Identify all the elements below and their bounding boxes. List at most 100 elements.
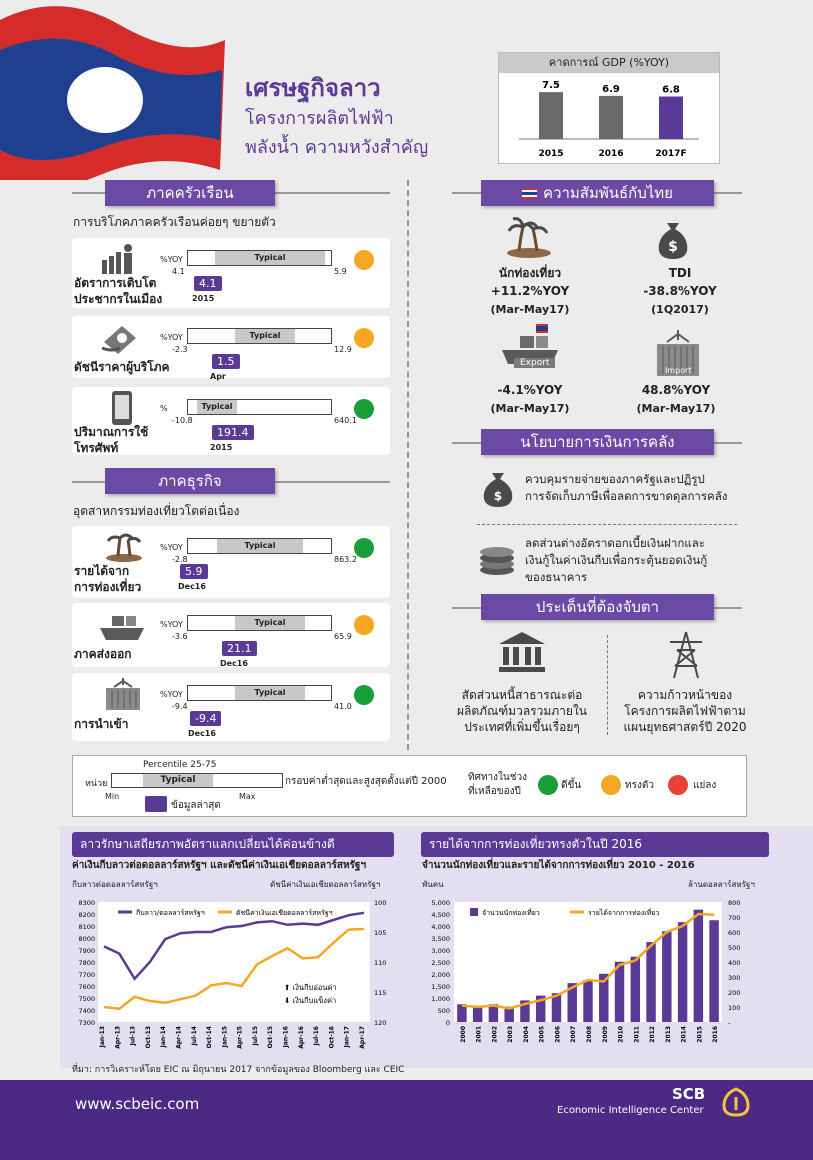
fx-chart-ylabel-right: ดัชนีค่าเงินเอเชียดอลลาร์สหรัฐฯ (270, 880, 381, 889)
status-dot (354, 328, 374, 348)
indicator-unit: %YOY (160, 620, 183, 629)
tour-right-tick: 800 (728, 899, 740, 907)
legend-trend-line2: ที่เหลือของปี (468, 786, 521, 797)
legend-good-dot (538, 775, 558, 795)
tourism-chart-ylabel-right: ล้านดอลลาร์สหรัฐฯ (688, 880, 755, 889)
tour-right-tick: 700 (728, 914, 740, 922)
fx-left-tick: 7900 (78, 947, 95, 955)
policy-section-title: นโยบายการเงินการคลัง (481, 429, 714, 455)
indicator-typical: Typical (235, 616, 305, 630)
tdi-line2: -38.8%YOY (643, 284, 717, 298)
tour-bar (567, 983, 577, 1022)
indicator-latest: 5.9 (180, 564, 208, 579)
fx-x-tick: Oct-16 (328, 1026, 335, 1048)
tour-left-tick: 500 (438, 1007, 450, 1015)
watch-2-line2: โครงการผลิตไฟฟ้าตาม (624, 704, 746, 718)
island-metric-line2: +11.2%YOY (490, 284, 570, 298)
fx-x-tick: Jan-17 (344, 1026, 351, 1048)
watch-2-line3: แผนยุทธศาสตร์ปี 2020 (623, 720, 747, 734)
brand-name: SCB (672, 1085, 706, 1103)
tour-right-tick: 400 (728, 959, 740, 967)
tour-bar (599, 973, 609, 1022)
website-link[interactable]: www.scbeic.com (75, 1095, 200, 1113)
source-note: ที่มา: การวิเคราะห์โดย EIC ณ มิถุนายน 20… (72, 1065, 405, 1075)
legend-max: Max (239, 792, 256, 801)
legend-bad: แย่ลง (693, 780, 717, 791)
gdp-year-label: 2016 (598, 149, 623, 159)
household-section-title: ภาคครัวเรือน (105, 180, 275, 206)
laos-flag-icon (0, 0, 230, 189)
footer-bar (0, 1080, 813, 1160)
fx-x-tick: Apr-17 (359, 1026, 366, 1049)
fx-left-tick: 8200 (78, 911, 95, 919)
legend-latest-marker (145, 796, 167, 812)
tour-left-tick: 3,000 (431, 947, 450, 955)
gdp-bar (599, 95, 623, 139)
page-title: เศรษฐกิจลาว (245, 74, 381, 102)
tour-legend-bar-swatch (470, 908, 478, 916)
indicator-unit: %YOY (160, 543, 183, 552)
legend-range: กรอบค่าต่ำสุดและสูงสุดตั้งแต่ปี 2000 (285, 776, 447, 787)
watch-1-line3: ประเทศที่เพิ่มขึ้นเรื่อยๆ (464, 720, 580, 734)
tour-right-tick: 300 (728, 974, 740, 982)
business-subtitle: อุตสาหกรรมท่องเที่ยวโตต่อเนื่อง (73, 504, 240, 518)
indicator-typical: Typical (235, 329, 295, 343)
status-dot (354, 685, 374, 705)
household-cpi-icon (100, 322, 140, 360)
indicator-label: รายได้จาก (74, 564, 130, 578)
policy-2-line3: ของธนาคาร (525, 570, 588, 584)
fx-chart-header: ลาวรักษาเสถียรภาพอัตราแลกเปลี่ยนได้ค่อนข… (72, 832, 394, 857)
fx-x-tick: Jul-13 (130, 1026, 137, 1046)
fx-right-tick: 110 (374, 959, 386, 967)
legend-stable-dot (601, 775, 621, 795)
policy-divider (477, 524, 737, 525)
indicator-max: 12.9 (334, 345, 352, 354)
watch-section-title: ประเด็นที่ต้องจับตา (481, 594, 714, 620)
coins-icon (477, 540, 517, 580)
indicator-date: 2015 (210, 443, 233, 452)
indicator-label: ปริมาณการใช้ (74, 425, 149, 439)
household-card-0: อัตราการเติบโต ประชากรในเมือง %YOY Typic… (72, 238, 390, 308)
column-divider (407, 180, 409, 750)
gdp-bar (659, 96, 683, 139)
tour-bar (520, 1000, 530, 1022)
indicator-min: 4.1 (172, 267, 185, 276)
indicator-label: ดัชนีราคาผู้บริโภค (74, 360, 170, 374)
tour-x-tick: 2014 (681, 1026, 688, 1043)
export-tag: Export (514, 358, 556, 368)
tourism-chart-header: รายได้จากการท่องเที่ยวทรงตัวในปี 2016 (421, 832, 769, 857)
fx-chart-title: ค่าเงินกีบลาวต่อดอลลาร์สหรัฐฯ และดัชนีค่… (72, 860, 367, 871)
tour-x-tick: 2008 (586, 1026, 593, 1043)
import-tag: Import (665, 366, 692, 375)
gdp-forecast-card: คาดการณ์ GDP (%YOY) 7.5 2015 6.9 2016 6.8 201… (498, 52, 720, 164)
tour-right-tick: 200 (728, 989, 740, 997)
policy-2-line1: ลดส่วนต่างอัตราดอกเบี้ยเงินฝากและ (525, 536, 705, 550)
gdp-value-label: 6.9 (602, 84, 620, 95)
indicator-typical: Typical (197, 400, 237, 414)
bank-icon (497, 630, 547, 678)
tour-left-tick: 2,500 (431, 959, 450, 967)
tour-x-tick: 2016 (712, 1026, 719, 1043)
indicator-min: -2.8 (172, 555, 188, 564)
gdp-bar (539, 92, 563, 139)
gdp-year-label: 2015 (538, 149, 563, 159)
tourism-chart-title: จำนวนนักท่องเที่ยวและรายได้จากการท่องเที… (422, 860, 695, 871)
indicator-date: Dec16 (178, 582, 206, 591)
fx-left-tick: 8300 (78, 899, 95, 907)
tour-left-tick: 2,000 (431, 971, 450, 979)
legend-good: ดีขึ้น (561, 780, 582, 791)
indicator-max: 863.2 (334, 555, 357, 564)
tour-x-tick: 2002 (491, 1026, 498, 1043)
indicator-unit: % (160, 404, 168, 413)
page-subtitle: โครงการผลิตไฟฟ้า (245, 108, 394, 129)
status-dot (354, 250, 374, 270)
fx-left-tick: 7300 (78, 1019, 95, 1027)
indicator-typical: Typical (217, 539, 303, 553)
indicator-latest: 4.1 (194, 276, 222, 291)
tour-bar (677, 922, 688, 1022)
tour-x-tick: 2004 (523, 1026, 530, 1043)
indicator-label-2: การท่องเที่ยว (74, 580, 142, 594)
indicator-date: Dec16 (220, 659, 248, 668)
fx-x-tick: Jul-14 (191, 1026, 198, 1046)
fx-left-tick: 8000 (78, 935, 95, 943)
